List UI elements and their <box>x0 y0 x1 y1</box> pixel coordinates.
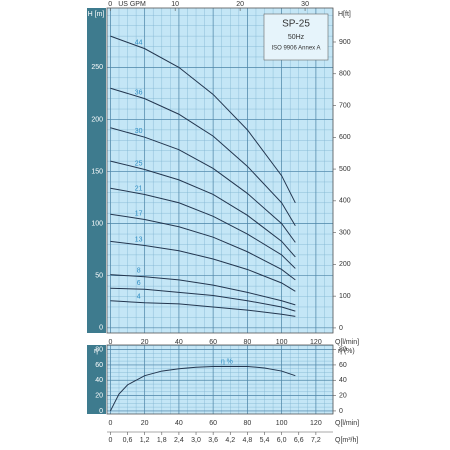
curve <box>110 187 296 269</box>
y-tick-label: 100 <box>91 220 103 227</box>
x-tick-label: 20 <box>141 339 149 346</box>
curve-label: 36 <box>135 89 143 96</box>
y2-tick-label: 600 <box>339 134 351 141</box>
y2-tick-label: 20 <box>339 392 347 399</box>
chart-subtitle: 50Hz <box>288 34 305 41</box>
x-tick-label: 80 <box>243 420 251 427</box>
curve-label: 25 <box>135 160 143 167</box>
y2-axis-label: η (%) <box>338 348 355 355</box>
y-tick-label: 0 <box>99 325 103 332</box>
x3-tick-label: 6,0 <box>277 437 287 444</box>
plot-frame <box>106 344 334 415</box>
y-tick-label: 80 <box>95 346 103 353</box>
x-tick-label: 60 <box>209 339 217 346</box>
y2-tick-label: 0 <box>339 325 343 332</box>
x-tick-label: 100 <box>276 420 288 427</box>
x3-tick-label: 0 <box>108 437 112 444</box>
curve-label: 17 <box>135 210 143 217</box>
y2-axis-label: H[ft] <box>338 11 351 18</box>
curve <box>109 365 296 412</box>
y-tick-label: 20 <box>95 392 103 399</box>
x2-tick-label: 0 <box>108 1 112 8</box>
chart-note: ISO 9906 Annex A <box>271 46 320 52</box>
chart-title: SP-25 <box>282 19 310 30</box>
x-tick-label: 100 <box>276 339 288 346</box>
y2-tick-label: 60 <box>339 362 347 369</box>
y2-tick-label: 80 <box>339 346 347 353</box>
x3-axis-label: Q[m³/h] <box>335 437 358 444</box>
y-tick-label: 0 <box>99 408 103 415</box>
x3-tick-label: 3,0 <box>191 437 201 444</box>
x-axis-label: Q[l/min] <box>335 339 359 346</box>
y-tick-label: 50 <box>95 273 103 280</box>
x-tick-label: 40 <box>175 420 183 427</box>
x-tick-label: 20 <box>141 420 149 427</box>
y2-tick-label: 200 <box>339 261 351 268</box>
x3-tick-label: 6,6 <box>294 437 304 444</box>
legend-box <box>263 13 329 61</box>
x2-tick-label: 10 <box>171 1 179 8</box>
y2-tick-label: 100 <box>339 293 351 300</box>
plot-frame <box>106 7 334 334</box>
x3-tick-label: 5,4 <box>260 437 270 444</box>
x3-tick-label: 4,8 <box>243 437 253 444</box>
annotation: η % <box>221 359 233 366</box>
curve-label: 8 <box>137 268 141 275</box>
y-tick-label: 60 <box>95 362 103 369</box>
plot-background <box>107 345 333 414</box>
curve <box>110 213 296 281</box>
y2-tick-label: 40 <box>339 377 347 384</box>
curve <box>110 274 296 306</box>
y2-tick-label: 700 <box>339 102 351 109</box>
x3-tick-label: 0,6 <box>123 437 133 444</box>
x-tick-label: 60 <box>209 420 217 427</box>
x2-axis-label: US GPM <box>118 1 146 8</box>
curve <box>110 35 296 204</box>
y2-tick-label: 400 <box>339 198 351 205</box>
x3-tick-label: 2,4 <box>174 437 184 444</box>
x-tick-label: 80 <box>243 339 251 346</box>
y-axis-label: H [m] <box>88 11 105 18</box>
x-axis-label: Q[l/min] <box>335 420 359 427</box>
curve-label: 44 <box>135 39 143 46</box>
y-axis-label: η <box>94 348 98 355</box>
x2-tick-label: 20 <box>236 1 244 8</box>
curve-label: 30 <box>135 128 143 135</box>
y2-tick-label: 800 <box>339 71 351 78</box>
x-tick-label: 120 <box>310 339 322 346</box>
y-tick-label: 150 <box>91 168 103 175</box>
curve <box>110 300 296 317</box>
y-tick-label: 200 <box>91 116 103 123</box>
curve-label: 4 <box>137 294 141 301</box>
x3-tick-label: 4,2 <box>225 437 235 444</box>
curve <box>110 127 296 243</box>
axis-band <box>87 8 106 333</box>
x2-tick-label: 30 <box>301 1 309 8</box>
axis-band <box>87 345 106 414</box>
x-tick-label: 120 <box>310 420 322 427</box>
curve <box>110 240 296 292</box>
curve <box>110 287 296 312</box>
curve-label: 21 <box>135 185 143 192</box>
y2-tick-label: 500 <box>339 166 351 173</box>
curve-label: 6 <box>137 280 141 287</box>
x3-tick-label: 1,8 <box>157 437 167 444</box>
y-tick-label: 40 <box>95 377 103 384</box>
x3-tick-label: 7,2 <box>311 437 321 444</box>
curve-label: 13 <box>135 236 143 243</box>
x-tick-label: 0 <box>108 339 112 346</box>
x-tick-label: 0 <box>108 420 112 427</box>
x3-tick-label: 1,2 <box>140 437 150 444</box>
y2-tick-label: 300 <box>339 229 351 236</box>
curve <box>110 87 296 226</box>
y2-tick-label: 900 <box>339 39 351 46</box>
y2-tick-label: 0 <box>339 408 343 415</box>
curve <box>110 160 296 258</box>
x-tick-label: 40 <box>175 339 183 346</box>
y-tick-label: 250 <box>91 64 103 71</box>
x3-tick-label: 3,6 <box>208 437 218 444</box>
